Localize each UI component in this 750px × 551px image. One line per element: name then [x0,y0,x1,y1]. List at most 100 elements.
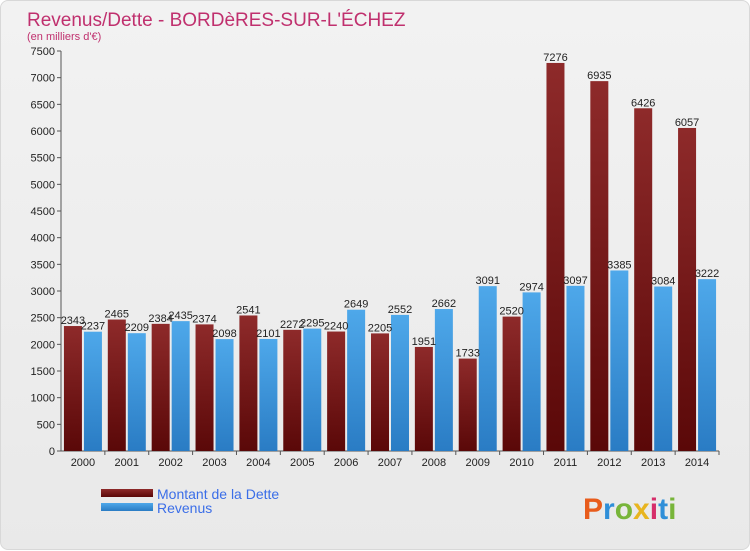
x-tick-label: 2001 [115,457,139,469]
value-label-dette: 2374 [192,313,216,325]
x-tick-label: 2013 [641,457,665,469]
bar-revenus [391,314,409,451]
bar-revenus [522,292,541,451]
bars [63,62,717,452]
value-label-revenus: 2974 [519,281,543,293]
y-tick-label: 6500 [31,99,55,111]
bar-dette [502,316,521,451]
y-tick-label: 3500 [31,259,55,271]
bar-dette [195,324,214,451]
bar-revenus [566,285,585,451]
value-label-revenus: 2662 [432,298,456,310]
bar-revenus [698,279,717,451]
value-label-revenus: 3091 [475,275,499,287]
bar-revenus [347,309,366,451]
bar-dette [590,81,609,451]
value-label-dette: 1733 [455,348,479,360]
chart-subtitle: (en milliers d'€) [27,31,101,43]
legend-swatch [101,489,153,497]
y-tick-label: 3000 [31,286,55,298]
bar-dette [107,319,126,451]
x-tick-label: 2002 [158,457,182,469]
bar-dette [678,127,697,452]
legend-label: Revenus [157,500,212,516]
logo-letter: x [633,493,650,526]
bar-dette [327,331,346,451]
value-label-revenus: 2649 [344,299,368,311]
bar-revenus [654,286,673,451]
bar-revenus [83,331,102,451]
x-tick-label: 2009 [465,457,489,469]
value-label-dette: 2205 [368,322,392,334]
logo-letter: t [658,493,668,526]
logo-letter: o [615,493,633,526]
value-label-revenus: 3084 [651,276,675,288]
legend-swatch [101,503,153,511]
bar-revenus [303,328,322,451]
value-label-dette: 2343 [61,315,85,327]
logo-letter: i [650,493,658,526]
x-tick-label: 2010 [509,457,533,469]
bar-dette [63,326,82,451]
logo-letter: r [603,493,615,526]
logo-text: Proxiti [583,493,676,526]
y-tick-label: 7000 [31,73,55,85]
value-label-dette: 2384 [148,313,172,325]
value-label-revenus: 2237 [81,321,105,333]
bar-dette [151,323,170,451]
y-tick-label: 0 [49,446,55,458]
proxiti-logo: Proxiti [583,493,676,526]
x-tick-label: 2006 [334,457,358,469]
bar-revenus [259,338,278,451]
bar-revenus [610,270,629,451]
value-label-revenus: 3385 [607,259,631,271]
value-label-dette: 2240 [324,321,348,333]
value-label-dette: 7276 [543,52,567,64]
x-tick-label: 2007 [378,457,402,469]
x-tick-label: 2000 [71,457,95,469]
value-label-dette: 6057 [675,117,699,129]
x-tick-label: 2003 [202,457,226,469]
bar-dette [371,333,389,451]
y-tick-label: 5000 [31,179,55,191]
x-tick-label: 2005 [290,457,314,469]
y-tick-label: 7500 [31,46,55,58]
value-label-revenus: 2552 [388,304,412,316]
y-tick-label: 4000 [31,233,55,245]
y-tick-label: 6000 [31,126,55,138]
bar-revenus [434,309,453,451]
bar-revenus [478,286,497,451]
y-tick-label: 5500 [31,153,55,165]
y-tick-label: 500 [37,419,55,431]
value-label-revenus: 2209 [125,322,149,334]
bar-dette [239,315,258,451]
bar-dette [414,346,433,451]
y-tick-label: 2000 [31,339,55,351]
value-label-revenus: 2295 [300,318,324,330]
value-label-dette: 6426 [631,97,655,109]
value-label-revenus: 3097 [563,275,587,287]
x-tick-label: 2014 [685,457,709,469]
value-label-revenus: 2435 [168,310,192,322]
bar-dette [458,358,477,451]
x-tick-label: 2011 [554,457,578,469]
bar-dette [546,62,565,452]
bar-revenus [171,321,190,451]
logo-letter: P [583,493,603,526]
chart-title: Revenus/Dette - BORDèRES-SUR-L'ÉCHEZ [27,10,406,31]
bar-revenus [127,333,146,451]
y-tick-label: 4500 [31,206,55,218]
value-label-revenus: 2101 [256,328,280,340]
x-tick-label: 2008 [422,457,446,469]
bar-dette [283,329,302,451]
axes: 0 500 1000 1500 2000 2500 3000 3500 4000 4500 5000… [31,46,720,469]
y-tick-label: 2500 [31,313,55,325]
logo-letter: i [668,493,676,526]
x-tick-label: 2004 [246,457,270,469]
value-label-revenus: 3222 [695,268,719,280]
bar-dette [634,108,653,451]
